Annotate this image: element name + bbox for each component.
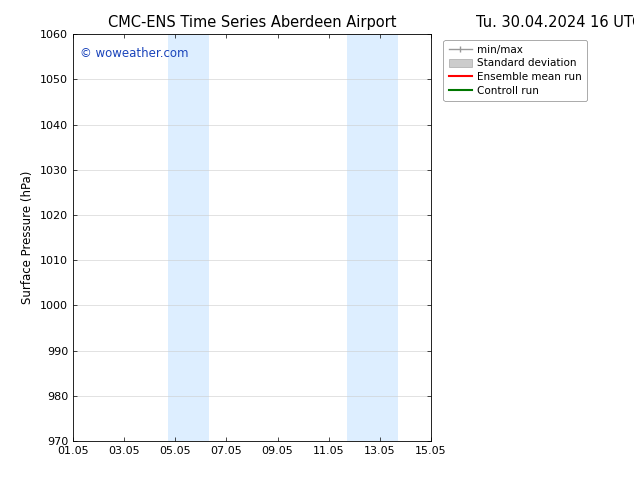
Bar — [347, 34, 398, 441]
Bar — [167, 34, 209, 441]
Text: CMC-ENS Time Series Aberdeen Airport: CMC-ENS Time Series Aberdeen Airport — [108, 15, 396, 30]
Text: Tu. 30.04.2024 16 UTC: Tu. 30.04.2024 16 UTC — [476, 15, 634, 30]
Y-axis label: Surface Pressure (hPa): Surface Pressure (hPa) — [22, 171, 34, 304]
Legend: min/max, Standard deviation, Ensemble mean run, Controll run: min/max, Standard deviation, Ensemble me… — [444, 40, 587, 101]
Text: © woweather.com: © woweather.com — [80, 47, 188, 59]
